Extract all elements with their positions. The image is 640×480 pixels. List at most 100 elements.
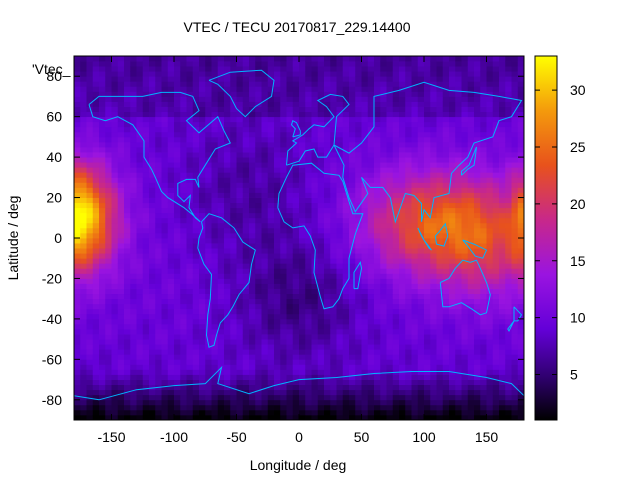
heatmap-cell bbox=[236, 293, 244, 300]
heatmap-cell bbox=[292, 389, 300, 396]
heatmap-cell bbox=[99, 303, 106, 310]
heatmap-cell bbox=[442, 273, 450, 279]
heatmap-cell bbox=[461, 273, 469, 279]
heatmap-cell bbox=[211, 313, 219, 320]
heatmap-cell bbox=[342, 162, 350, 168]
heatmap-cell bbox=[430, 61, 437, 67]
heatmap-cell bbox=[330, 222, 337, 229]
heatmap-cell bbox=[386, 298, 394, 305]
heatmap-cell bbox=[149, 404, 156, 411]
heatmap-cell bbox=[455, 152, 462, 158]
heatmap-cell bbox=[136, 192, 144, 198]
heatmap-cell bbox=[305, 278, 312, 284]
heatmap-cell bbox=[267, 91, 275, 97]
heatmap-cell bbox=[249, 283, 256, 289]
heatmap-cell bbox=[342, 207, 350, 214]
heatmap-cell bbox=[455, 227, 462, 234]
heatmap-cell bbox=[361, 71, 369, 77]
heatmap-cell bbox=[174, 409, 181, 416]
heatmap-cell bbox=[342, 222, 350, 229]
heatmap-cell bbox=[180, 399, 187, 406]
heatmap-cell bbox=[430, 369, 437, 375]
heatmap-cell bbox=[124, 344, 131, 350]
heatmap-cell bbox=[267, 131, 275, 138]
heatmap-cell bbox=[167, 389, 175, 396]
heatmap-cell bbox=[142, 409, 150, 416]
heatmap-cell bbox=[267, 248, 275, 254]
heatmap-cell bbox=[399, 243, 406, 249]
heatmap-cell bbox=[124, 278, 131, 284]
heatmap-cell bbox=[442, 91, 450, 97]
heatmap-cell bbox=[205, 248, 212, 254]
heatmap-cell bbox=[217, 329, 225, 335]
heatmap-cell bbox=[317, 212, 325, 219]
heatmap-cell bbox=[86, 248, 94, 254]
heatmap-cell bbox=[399, 182, 406, 188]
heatmap-cell bbox=[186, 192, 194, 198]
heatmap-cell bbox=[80, 303, 87, 310]
chart-title: VTEC / TECU 20170817_229.14400 bbox=[183, 19, 410, 35]
heatmap-cell bbox=[117, 167, 125, 173]
heatmap-cell bbox=[380, 111, 387, 118]
heatmap-cell bbox=[436, 318, 444, 325]
heatmap-cell bbox=[392, 298, 400, 305]
heatmap-cell bbox=[474, 253, 481, 259]
heatmap-cell bbox=[455, 222, 462, 229]
heatmap-cell bbox=[305, 106, 312, 113]
heatmap-cell bbox=[380, 141, 387, 148]
heatmap-cell bbox=[192, 147, 200, 153]
heatmap-cell bbox=[324, 379, 331, 386]
heatmap-cell bbox=[199, 384, 206, 391]
heatmap-cell bbox=[311, 243, 319, 249]
heatmap-cell bbox=[392, 96, 400, 102]
heatmap-cell bbox=[192, 379, 200, 386]
heatmap-cell bbox=[186, 162, 194, 168]
heatmap-cell bbox=[349, 369, 356, 375]
heatmap-cell bbox=[136, 152, 144, 158]
heatmap-cell bbox=[299, 273, 306, 279]
heatmap-cell bbox=[130, 313, 137, 320]
heatmap-cell bbox=[461, 152, 469, 158]
heatmap-cell bbox=[361, 56, 369, 62]
heatmap-cell bbox=[292, 349, 300, 355]
heatmap-cell bbox=[117, 359, 125, 365]
heatmap-cell bbox=[142, 111, 150, 118]
heatmap-cell bbox=[367, 263, 375, 269]
heatmap-cell bbox=[399, 399, 406, 406]
heatmap-cell bbox=[111, 227, 119, 234]
heatmap-cell bbox=[149, 288, 156, 295]
heatmap-cell bbox=[311, 394, 319, 401]
heatmap-cell bbox=[380, 288, 387, 295]
heatmap-cell bbox=[92, 379, 100, 386]
heatmap-cell bbox=[399, 202, 406, 209]
heatmap-cell bbox=[392, 354, 400, 360]
heatmap-cell bbox=[461, 268, 469, 274]
heatmap-cell bbox=[349, 61, 356, 67]
heatmap-cell bbox=[461, 298, 469, 305]
heatmap-cell bbox=[280, 313, 287, 320]
heatmap-cell bbox=[105, 232, 112, 239]
heatmap-cell bbox=[442, 96, 450, 102]
heatmap-cell bbox=[486, 349, 494, 355]
heatmap-cell bbox=[305, 222, 312, 229]
heatmap-cell bbox=[461, 303, 469, 310]
heatmap-cell bbox=[480, 227, 487, 234]
heatmap-cell bbox=[117, 339, 125, 345]
heatmap-cell bbox=[492, 76, 500, 82]
heatmap-cell bbox=[492, 339, 500, 345]
heatmap-cell bbox=[405, 61, 412, 67]
heatmap-cell bbox=[342, 187, 350, 193]
heatmap-cell bbox=[86, 384, 94, 391]
heatmap-cell bbox=[474, 162, 481, 168]
heatmap-cell bbox=[305, 131, 312, 138]
heatmap-cell bbox=[461, 147, 469, 153]
heatmap-cell bbox=[367, 329, 375, 335]
heatmap-cell bbox=[311, 187, 319, 193]
heatmap-cell bbox=[74, 222, 81, 229]
heatmap-cell bbox=[436, 96, 444, 102]
heatmap-cell bbox=[130, 167, 137, 173]
heatmap-cell bbox=[492, 278, 500, 284]
heatmap-cell bbox=[267, 339, 275, 345]
heatmap-cell bbox=[411, 227, 419, 234]
heatmap-cell bbox=[267, 121, 275, 128]
